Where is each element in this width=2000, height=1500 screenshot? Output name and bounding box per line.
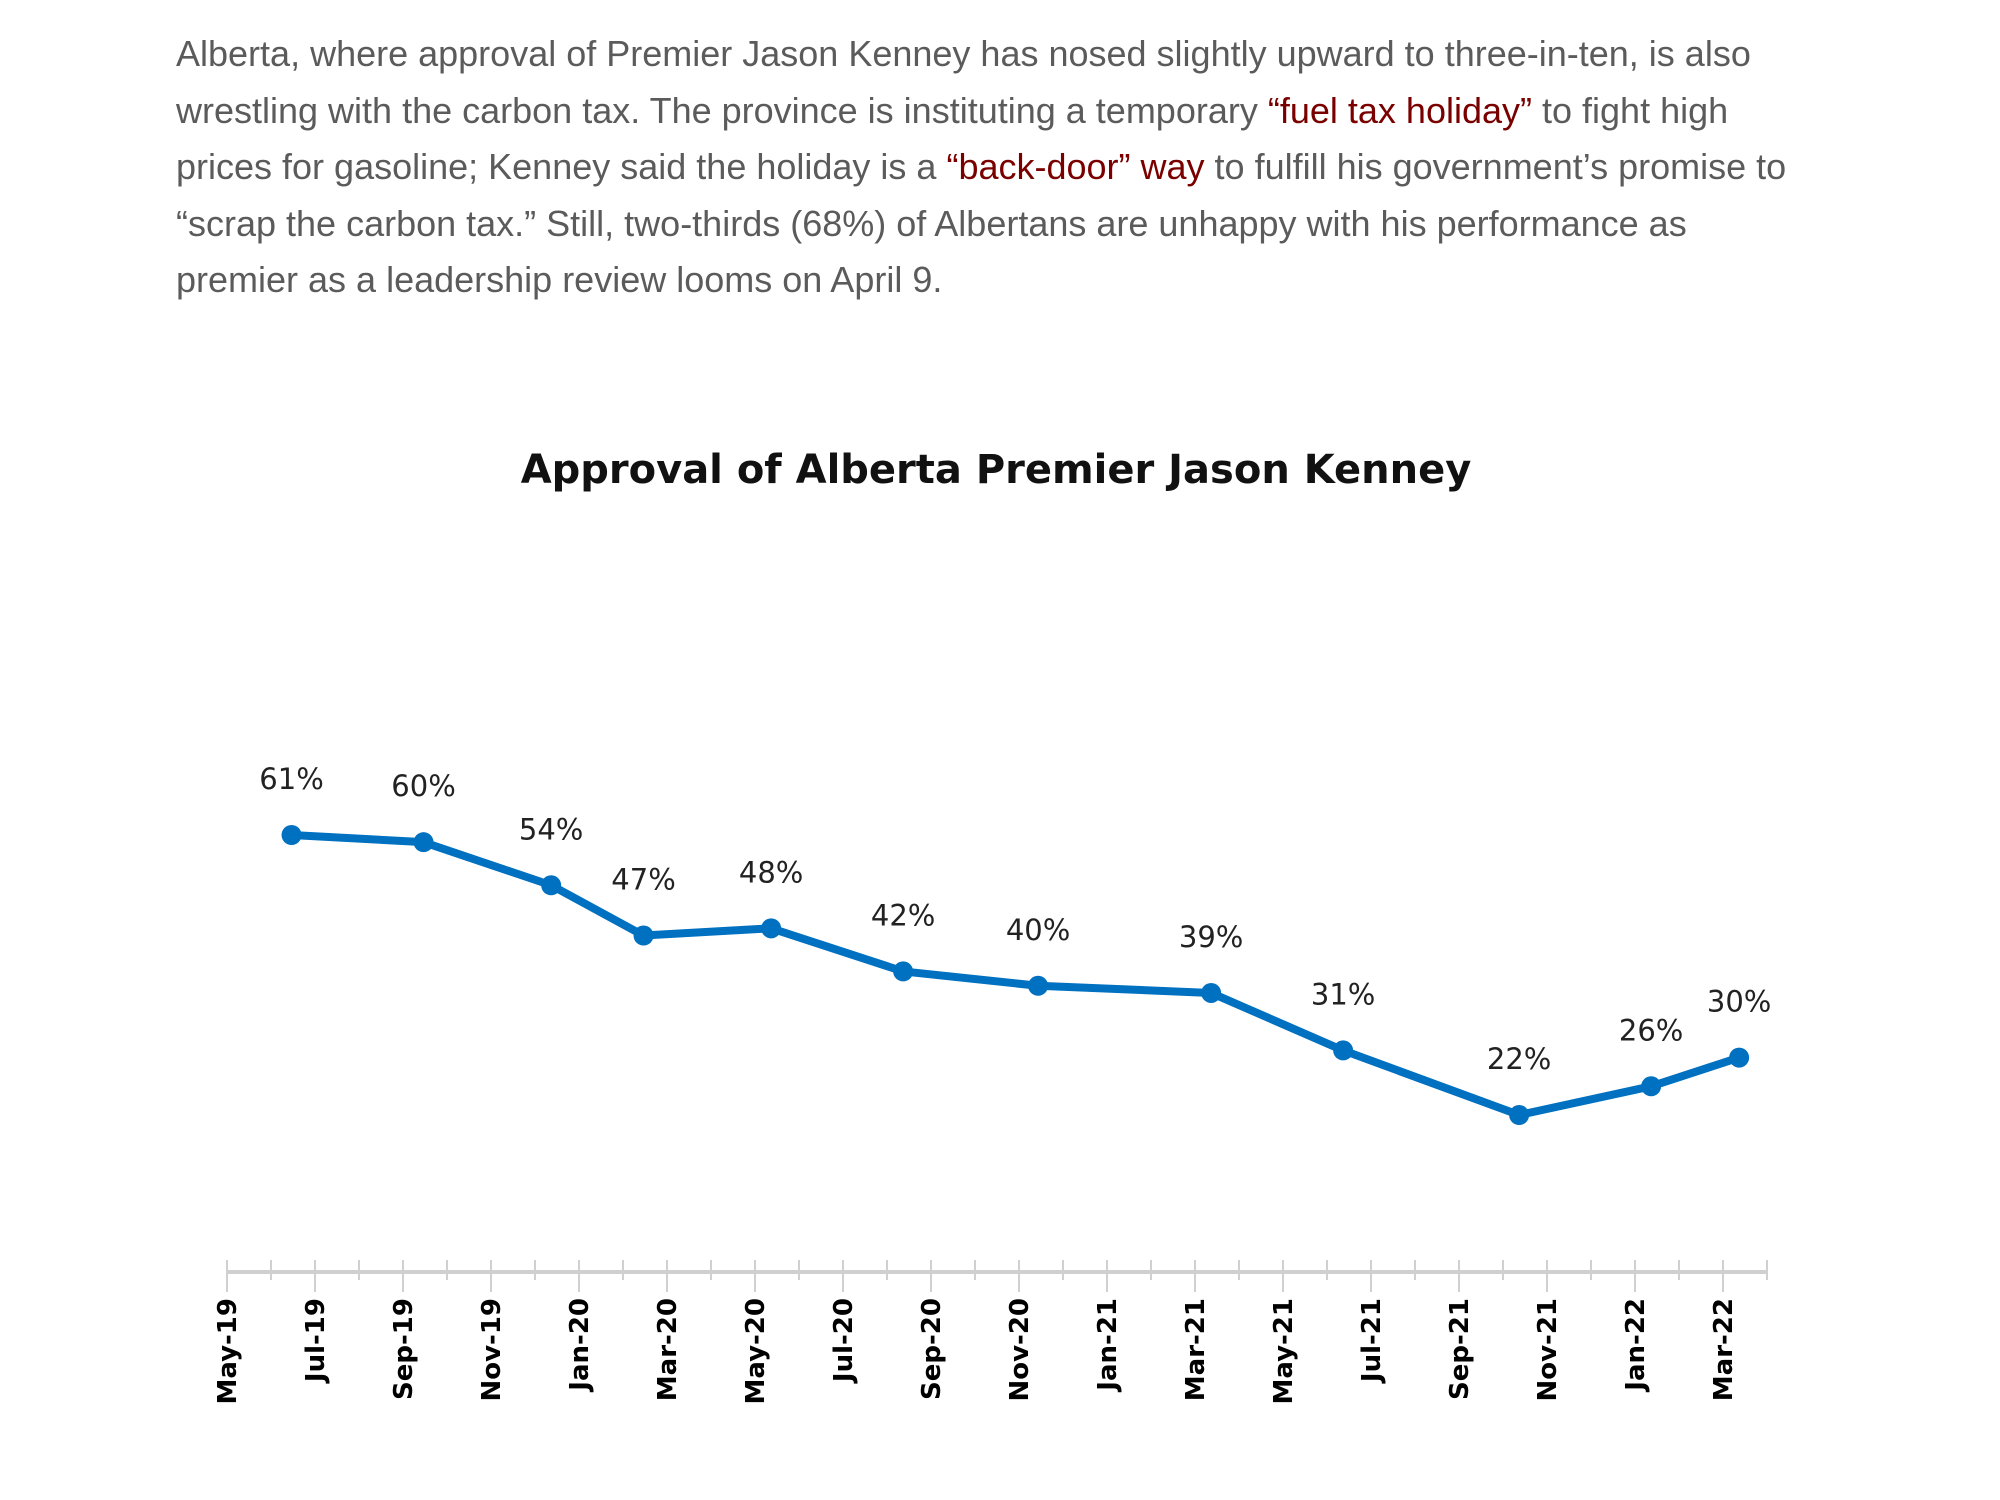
x-tick-label: Jan-21 [1093, 1298, 1123, 1393]
data-label: 61% [259, 762, 323, 796]
data-point [1509, 1105, 1530, 1126]
x-tick-label: Mar-21 [1181, 1298, 1211, 1401]
series-path [291, 831, 1741, 1120]
x-tick-label: Sep-19 [389, 1298, 419, 1400]
data-label: 26% [1619, 1013, 1683, 1047]
data-point [1729, 1047, 1750, 1068]
x-tick-label: Jul-21 [1357, 1298, 1387, 1384]
data-point [281, 825, 302, 845]
article-text: to fulfill his government’s promise to “… [176, 146, 1787, 300]
x-tick-label: May-21 [1269, 1298, 1299, 1405]
x-tick-label: Nov-19 [477, 1298, 507, 1402]
data-labels: 61% 60% 54% 47% 48% 42% 40% 39% 31% 22% 26% 30% [259, 762, 1771, 1076]
data-label: 42% [871, 898, 935, 932]
data-label: 22% [1487, 1042, 1551, 1076]
x-tick-label: Jan-20 [565, 1298, 595, 1393]
data-label: 47% [611, 863, 675, 897]
article-link[interactable]: “fuel tax holiday” [1267, 89, 1532, 131]
data-point [413, 832, 434, 853]
data-point [633, 925, 654, 946]
x-tick-label: May-19 [213, 1298, 243, 1405]
data-label: 60% [391, 769, 455, 803]
x-tick-label: Mar-22 [1709, 1298, 1739, 1401]
x-tick-label: Mar-20 [653, 1298, 683, 1401]
data-label: 31% [1311, 977, 1375, 1011]
data-label: 54% [519, 812, 583, 846]
data-point [541, 875, 562, 896]
x-tick-label: Nov-20 [1005, 1298, 1035, 1402]
data-point [1028, 975, 1049, 996]
x-tick-label: Jan-22 [1621, 1298, 1651, 1393]
data-label: 40% [1006, 913, 1070, 947]
data-point [1641, 1076, 1662, 1097]
article-paragraph: Alberta, where approval of Premier Jason… [176, 26, 1796, 309]
article-text: Alberta, where approval of Premier Jason… [176, 33, 1751, 131]
x-tick-label: May-20 [741, 1298, 771, 1405]
data-point [1333, 1040, 1354, 1061]
article-text: to fight high prices for gasoline; Kenne… [176, 89, 1729, 188]
x-tick-labels: May-19 Jul-19 Sep-19 Nov-19 Jan-20 Mar-20 May-… [213, 1298, 1739, 1405]
x-axis [226, 1260, 1768, 1292]
article-link[interactable]: “back-door” way [946, 146, 1205, 187]
series-line [281, 825, 1750, 1126]
data-point [893, 961, 914, 982]
x-tick-label: Sep-20 [917, 1298, 947, 1400]
x-tick-label: Jul-20 [829, 1298, 859, 1384]
chart-title: Approval of Alberta Premier Jason Kenney [521, 447, 1472, 493]
x-tick-label: Sep-21 [1445, 1298, 1475, 1400]
data-point [1201, 982, 1222, 1003]
data-point [761, 918, 782, 939]
data-label: 39% [1179, 920, 1243, 954]
x-tick-label: Nov-21 [1533, 1298, 1563, 1402]
x-tick-label: Jul-19 [301, 1298, 331, 1384]
data-label: 30% [1707, 985, 1771, 1019]
data-label: 48% [739, 855, 803, 889]
